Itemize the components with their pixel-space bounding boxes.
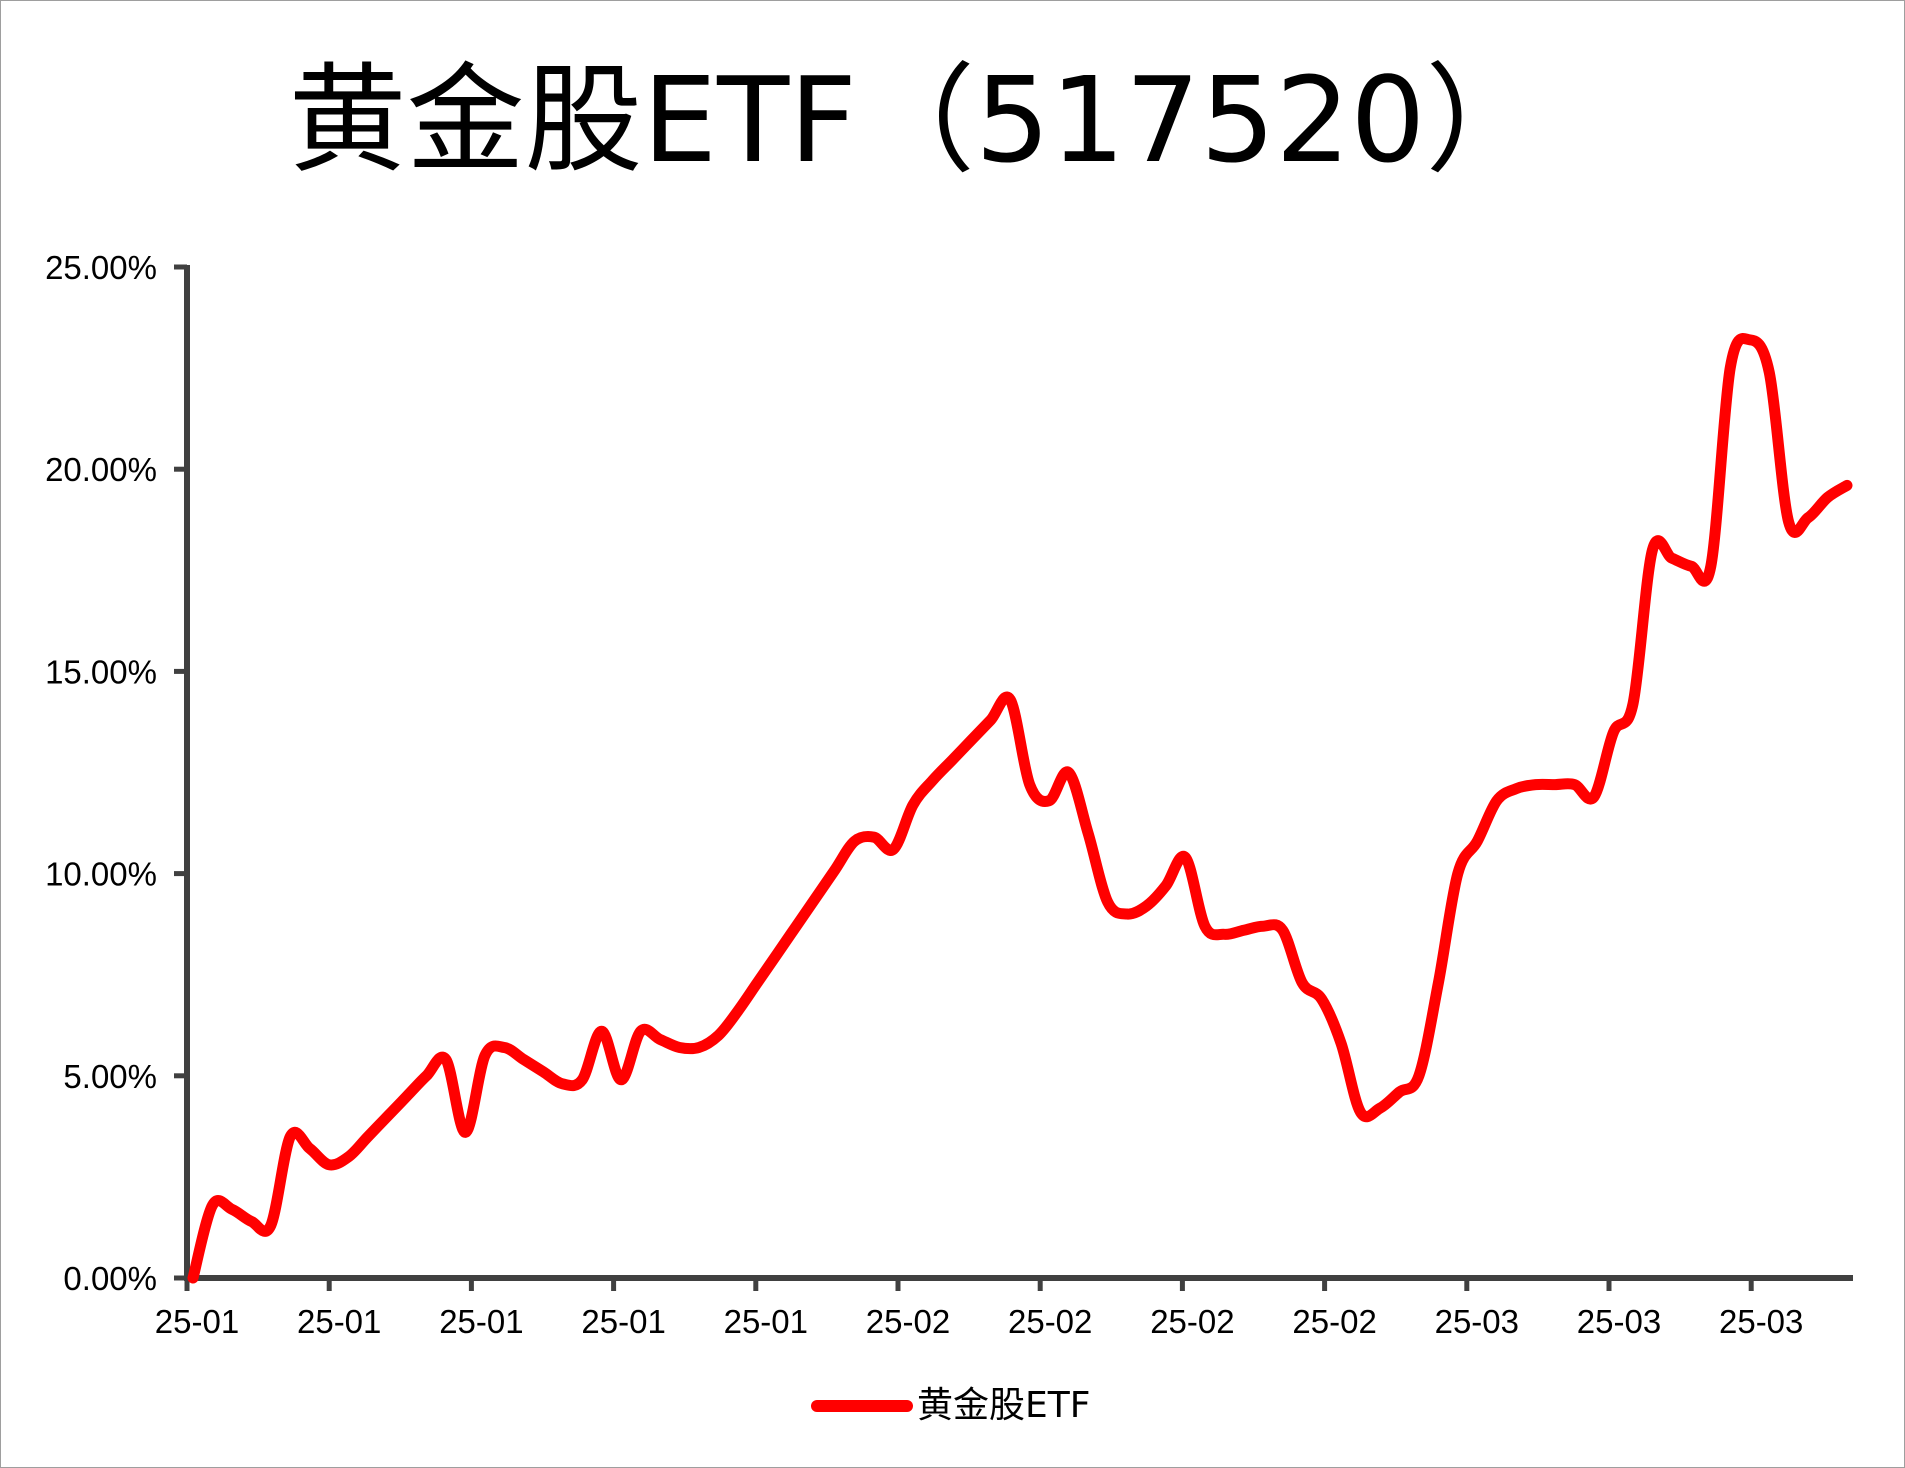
x-tick-label: 25-03 [1435,1303,1519,1340]
x-tick-label: 25-01 [581,1303,665,1340]
x-tick-label: 25-01 [297,1303,381,1340]
x-axis: 25-01 25-01 25-01 25-01 25-01 25-02 25-02 25-02… [155,1275,1853,1340]
x-tick-label: 25-01 [155,1303,239,1340]
x-tick-label: 25-03 [1719,1303,1803,1340]
y-tick-label: 15.00% [45,653,157,690]
x-tick-label: 25-02 [866,1303,950,1340]
y-tick-label: 0.00% [63,1260,157,1297]
legend: 黄金股ETF [811,1385,1090,1426]
series-line [187,333,1853,1284]
y-tick-label: 10.00% [45,856,157,893]
legend-label: 黄金股ETF [917,1385,1090,1426]
y-tick-label: 20.00% [45,451,157,488]
x-tick-label: 25-03 [1577,1303,1661,1340]
y-tick-label: 25.00% [45,249,157,286]
chart-title: 黄金股ETF（517520） [289,51,1544,189]
x-tick-label: 25-02 [1150,1303,1234,1340]
y-tick-label: 5.00% [63,1058,157,1095]
x-tick-label: 25-02 [1292,1303,1376,1340]
x-tick-label: 25-01 [724,1303,808,1340]
x-tick-label: 25-02 [1008,1303,1092,1340]
series-layer [187,333,1853,1284]
x-tick-label: 25-01 [439,1303,523,1340]
y-axis: 0.00% 5.00% 10.00% 15.00% 20.00% 25.00% [45,249,190,1297]
